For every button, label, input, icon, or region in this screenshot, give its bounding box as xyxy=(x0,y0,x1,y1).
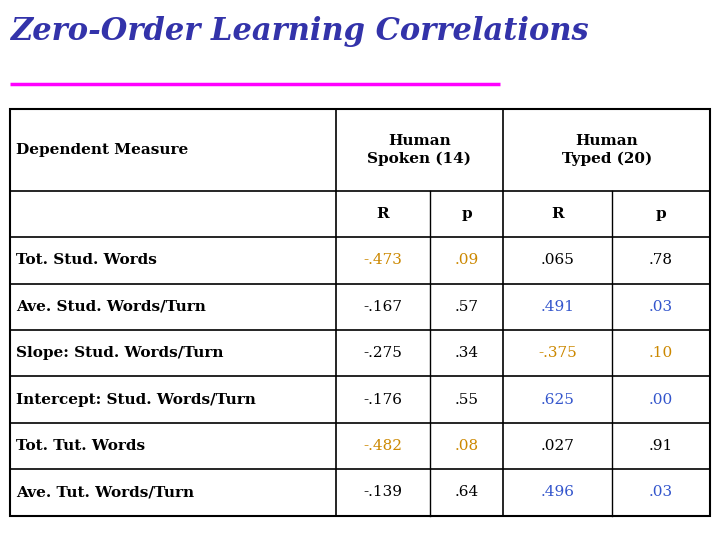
Text: .03: .03 xyxy=(649,300,673,314)
Text: Tot. Stud. Words: Tot. Stud. Words xyxy=(16,253,157,267)
Text: -.167: -.167 xyxy=(364,300,402,314)
Text: Human
Spoken (14): Human Spoken (14) xyxy=(367,134,472,166)
Text: .027: .027 xyxy=(541,439,575,453)
Text: R: R xyxy=(377,207,389,221)
Text: .065: .065 xyxy=(541,253,575,267)
Text: Zero-Order Learning Correlations: Zero-Order Learning Correlations xyxy=(10,16,589,47)
Text: -.139: -.139 xyxy=(364,485,402,500)
Text: .55: .55 xyxy=(455,393,479,407)
Text: -.176: -.176 xyxy=(364,393,402,407)
Text: .08: .08 xyxy=(454,439,479,453)
Text: Dependent Measure: Dependent Measure xyxy=(16,143,188,157)
Text: .491: .491 xyxy=(541,300,575,314)
Text: Tot. Tut. Words: Tot. Tut. Words xyxy=(16,439,145,453)
Text: -.375: -.375 xyxy=(539,346,577,360)
Text: Intercept: Stud. Words/Turn: Intercept: Stud. Words/Turn xyxy=(16,393,256,407)
Text: Human
Typed (20): Human Typed (20) xyxy=(562,134,652,166)
Text: .03: .03 xyxy=(649,485,673,500)
Text: .10: .10 xyxy=(649,346,673,360)
Text: Ave. Tut. Words/Turn: Ave. Tut. Words/Turn xyxy=(16,485,194,500)
Text: .78: .78 xyxy=(649,253,673,267)
Text: .91: .91 xyxy=(649,439,673,453)
Text: -.275: -.275 xyxy=(364,346,402,360)
Text: .64: .64 xyxy=(454,485,479,500)
Text: p: p xyxy=(462,207,472,221)
Text: -.473: -.473 xyxy=(364,253,402,267)
Text: .57: .57 xyxy=(455,300,479,314)
Text: Ave. Stud. Words/Turn: Ave. Stud. Words/Turn xyxy=(16,300,206,314)
Text: .09: .09 xyxy=(454,253,479,267)
Bar xyxy=(10,109,710,516)
Text: R: R xyxy=(552,207,564,221)
Text: p: p xyxy=(656,207,666,221)
Text: -.482: -.482 xyxy=(364,439,402,453)
Text: Slope: Stud. Words/Turn: Slope: Stud. Words/Turn xyxy=(16,346,223,360)
Text: .34: .34 xyxy=(454,346,479,360)
Text: .00: .00 xyxy=(649,393,673,407)
Text: .625: .625 xyxy=(541,393,575,407)
Text: .496: .496 xyxy=(541,485,575,500)
